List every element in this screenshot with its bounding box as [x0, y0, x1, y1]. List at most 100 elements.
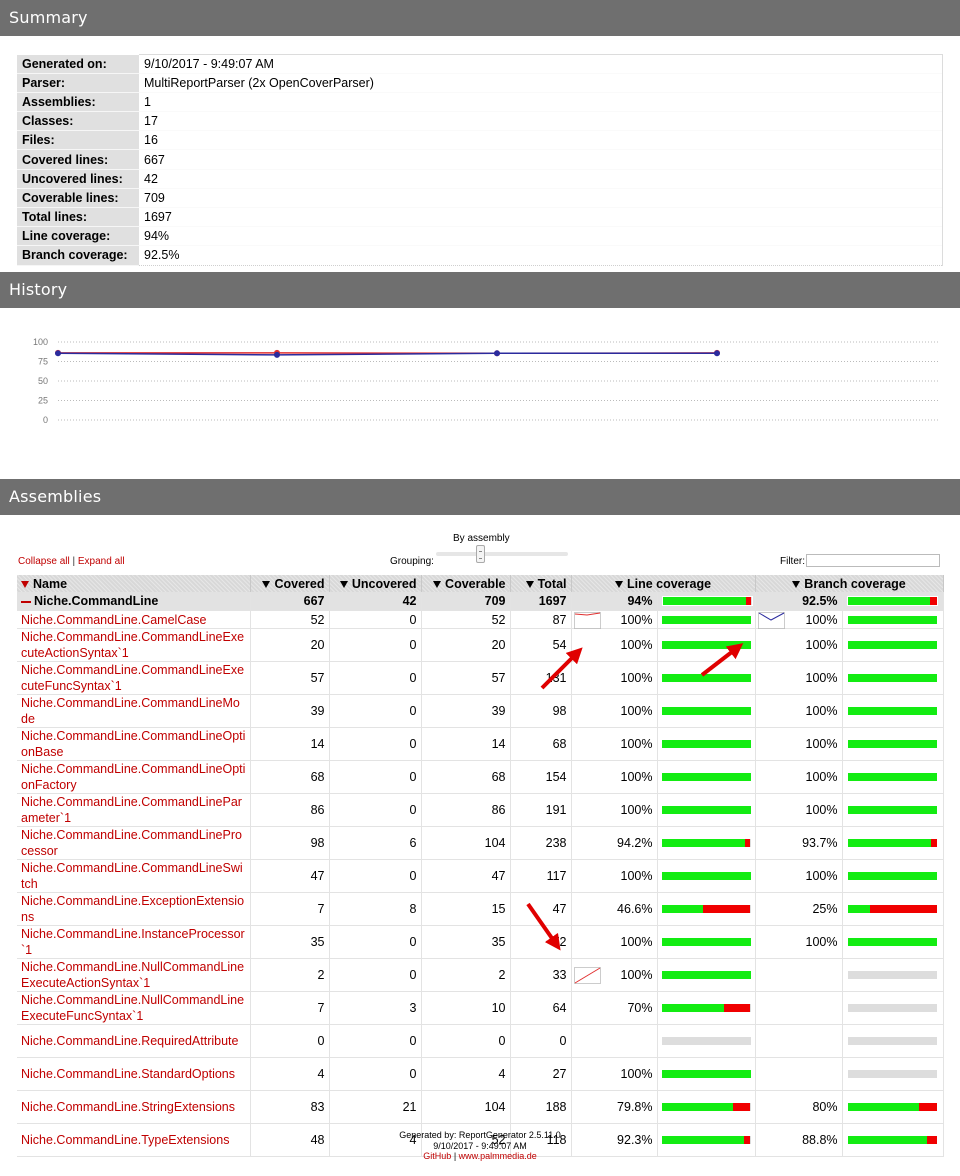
coverable-cell: 0 [421, 1024, 511, 1058]
covered-cell: 7 [250, 991, 330, 1025]
class-link[interactable]: Niche.CommandLine.CommandLineOptionFacto… [21, 762, 246, 792]
line-bar-cell [657, 991, 756, 1025]
sort-icon [614, 580, 623, 588]
line-pct-cell: 100% [571, 760, 658, 794]
y-tick-label: 25 [38, 396, 48, 406]
line-pct-text: 100% [620, 638, 653, 652]
branch-coverage-bar [848, 1037, 938, 1045]
line-bar-cell [657, 826, 756, 860]
summary-label: Coverable lines: [17, 188, 139, 209]
expand-all-link[interactable]: Expand all [77, 556, 125, 567]
history-point[interactable] [274, 351, 280, 358]
line-bar-cell [657, 925, 756, 959]
covered-cell: 39 [250, 694, 330, 728]
grouping-slider-track[interactable] [436, 552, 568, 556]
summary-value: 42 [139, 168, 943, 189]
class-row: Niche.CommandLine.CommandLineExecuteActi… [17, 628, 944, 662]
class-link[interactable]: Niche.CommandLine.NullCommandLineExecute… [21, 960, 245, 990]
class-link[interactable]: Niche.CommandLine.CommandLineProcessor [21, 828, 242, 858]
coverable-cell: 10 [421, 991, 511, 1025]
branch-pct-cell [755, 991, 843, 1025]
line-coverage-bar [661, 740, 751, 748]
covered-cell: 20 [250, 628, 330, 662]
github-link[interactable]: GitHub [423, 1151, 452, 1161]
branch-pct-text: 100% [805, 935, 838, 949]
class-link[interactable]: Niche.CommandLine.ExceptionExtensions [21, 894, 245, 924]
class-link[interactable]: Niche.CommandLine.CommandLineSwitch [21, 861, 243, 891]
grouping-slider-handle[interactable] [476, 545, 485, 563]
line-pct-text: 46.6% [617, 902, 653, 916]
branch-bar-cell [842, 892, 944, 926]
website-link[interactable]: www.palmmedia.de [458, 1151, 537, 1161]
collapse-icon[interactable] [21, 600, 31, 603]
class-link[interactable]: Niche.CommandLine.RequiredAttribute [21, 1034, 239, 1048]
class-row: Niche.CommandLine.CommandLineSwitch 47 0 47… [17, 859, 944, 893]
line-coverage-bar [661, 1004, 751, 1012]
sort-desc-icon [21, 580, 29, 588]
column-header-coverable[interactable]: Coverable [421, 575, 511, 592]
summary-row: Assemblies: 1 [17, 91, 943, 113]
total-cell: 0 [510, 1024, 572, 1058]
collapse-all-link[interactable]: Collapse all [18, 556, 70, 567]
class-link[interactable]: Niche.CommandLine.CommandLineMode [21, 696, 240, 726]
class-link[interactable]: Niche.CommandLine.StringExtensions [21, 1100, 235, 1114]
branch-bar-cell [842, 991, 944, 1025]
line-pct-text: 100% [620, 770, 653, 784]
covered-segment [661, 1103, 733, 1111]
class-name-cell: Niche.CommandLine.InstanceProcessor`1 [17, 925, 251, 959]
branch-coverage-bar [848, 674, 938, 682]
coverable-cell: 47 [421, 859, 511, 893]
uncovered-segment [723, 1004, 751, 1012]
branch-bar-cell [842, 958, 944, 992]
total-cell: 47 [510, 892, 572, 926]
class-link[interactable]: Niche.CommandLine.StandardOptions [21, 1067, 236, 1081]
branch-pct-cell: 100% [755, 610, 843, 629]
column-header-name[interactable]: Name [17, 575, 251, 592]
uncovered-cell: 4 [329, 1123, 422, 1157]
class-link[interactable]: Niche.CommandLine.InstanceProcessor`1 [21, 927, 245, 957]
summary-value: MultiReportParser (2x OpenCoverParser) [139, 72, 943, 93]
column-header-line-coverage[interactable]: Line coverage [571, 575, 756, 592]
branch-bar-cell [842, 1024, 944, 1058]
summary-value: 94% [139, 226, 943, 247]
assembly-name-cell[interactable]: Niche.CommandLine [17, 592, 251, 611]
branch-pct-cell: 100% [755, 760, 843, 794]
class-link[interactable]: Niche.CommandLine.CommandLineParameter`1 [21, 795, 242, 825]
sort-icon [262, 580, 271, 588]
filter-input[interactable] [806, 554, 940, 567]
coverable-cell: 39 [421, 694, 511, 728]
column-header-branch-coverage[interactable]: Branch coverage [755, 575, 944, 592]
class-name-cell: Niche.CommandLine.NullCommandLineExecute… [17, 958, 251, 992]
branch-pct-text: 100% [805, 869, 838, 883]
column-header-total[interactable]: Total [510, 575, 572, 592]
class-link[interactable]: Niche.CommandLine.TypeExtensions [21, 1133, 230, 1147]
line-pct-cell: 46.6% [571, 892, 658, 926]
branch-coverage-bar [848, 707, 938, 715]
assembly-line-pct: 94% [571, 592, 658, 611]
class-link[interactable]: Niche.CommandLine.CommandLineOptionBase [21, 729, 246, 759]
summary-label: Total lines: [17, 207, 139, 228]
history-header: History [0, 272, 960, 308]
branch-pct-cell: 100% [755, 727, 843, 761]
class-link[interactable]: Niche.CommandLine.CommandLineExecuteActi… [21, 630, 245, 660]
history-point[interactable] [55, 350, 61, 357]
branch-pct-cell [755, 1057, 843, 1091]
history-point[interactable] [494, 350, 500, 357]
uncovered-cell: 8 [329, 892, 422, 926]
line-pct-cell: 100% [571, 628, 658, 662]
covered-cell: 52 [250, 610, 330, 629]
class-row: Niche.CommandLine.CommandLineOptionFacto… [17, 760, 944, 794]
history-point[interactable] [714, 350, 720, 357]
sort-icon [339, 580, 348, 588]
class-link[interactable]: Niche.CommandLine.NullCommandLineExecute… [21, 993, 245, 1023]
covered-segment [848, 597, 931, 605]
column-header-covered[interactable]: Covered [250, 575, 330, 592]
line-pct-text: 100% [620, 737, 653, 751]
class-link[interactable]: Niche.CommandLine.CommandLineExecuteFunc… [21, 663, 245, 693]
coverable-cell: 20 [421, 628, 511, 662]
total-cell: 154 [510, 760, 572, 794]
class-link[interactable]: Niche.CommandLine.CamelCase [21, 612, 207, 627]
covered-cell: 14 [250, 727, 330, 761]
column-header-uncovered[interactable]: Uncovered [329, 575, 422, 592]
assembly-branch-bar-cell [842, 592, 944, 611]
